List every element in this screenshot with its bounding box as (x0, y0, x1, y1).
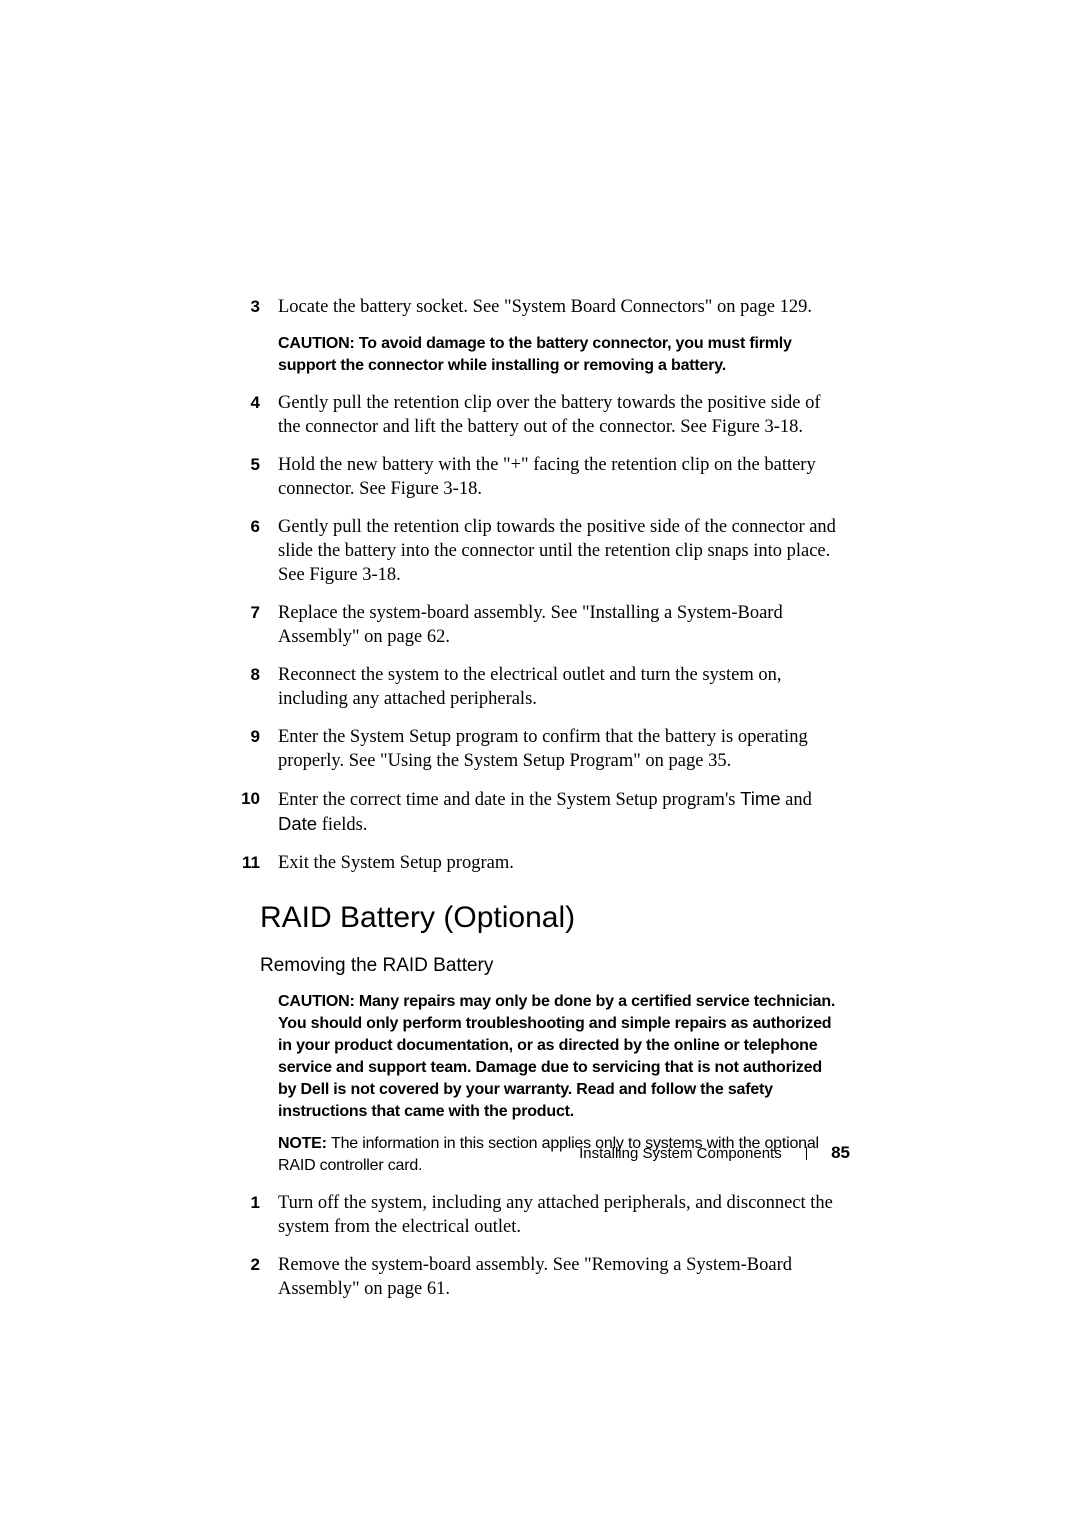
list-item: 4 Gently pull the retention clip over th… (222, 391, 842, 439)
caution-label: CAUTION: (278, 993, 359, 1010)
list-item: 2 Remove the system-board assembly. See … (222, 1253, 842, 1301)
caution-text: CAUTION: Many repairs may only be done b… (278, 991, 842, 1123)
field-name-date: Date (278, 813, 317, 834)
step-text: Remove the system-board assembly. See "R… (278, 1253, 842, 1301)
list-item: 11 Exit the System Setup program. (222, 851, 842, 875)
step-number: 7 (222, 601, 278, 625)
list-item: 10 Enter the correct time and date in th… (222, 787, 842, 837)
heading-1: RAID Battery (Optional) (222, 901, 842, 935)
step-number: 4 (222, 391, 278, 415)
step-number: 10 (222, 787, 278, 811)
step-text: Locate the battery socket. See "System B… (278, 295, 842, 319)
field-name-time: Time (740, 788, 780, 809)
caution-block: CAUTION: To avoid damage to the battery … (222, 333, 842, 377)
footer-title: Installing System Components (579, 1145, 782, 1162)
list-item: 8 Reconnect the system to the electrical… (222, 663, 842, 711)
list-item: 9 Enter the System Setup program to conf… (222, 725, 842, 773)
list-item: 1 Turn off the system, including any att… (222, 1191, 842, 1239)
step-number: 9 (222, 725, 278, 749)
list-item: 7 Replace the system-board assembly. See… (222, 601, 842, 649)
caution-text: CAUTION: To avoid damage to the battery … (278, 333, 842, 377)
list-item: 5 Hold the new battery with the "+" faci… (222, 453, 842, 501)
step-text: Reconnect the system to the electrical o… (278, 663, 842, 711)
heading-2: Removing the RAID Battery (222, 955, 842, 977)
page-footer: Installing System Components 85 (0, 1143, 1080, 1163)
step-text: Gently pull the retention clip towards t… (278, 515, 842, 587)
caution-label: CAUTION: (278, 335, 359, 352)
step-number: 6 (222, 515, 278, 539)
step-number: 1 (222, 1191, 278, 1215)
step-text: Enter the System Setup program to confir… (278, 725, 842, 773)
step-text: Turn off the system, including any attac… (278, 1191, 842, 1239)
page-number: 85 (831, 1143, 850, 1162)
step-text: Enter the correct time and date in the S… (278, 787, 842, 837)
step-text: Replace the system-board assembly. See "… (278, 601, 842, 649)
page: 3 Locate the battery socket. See "System… (0, 0, 1080, 1527)
step-text: Gently pull the retention clip over the … (278, 391, 842, 439)
step-number: 5 (222, 453, 278, 477)
footer-separator (806, 1147, 807, 1160)
step-text: Hold the new battery with the "+" facing… (278, 453, 842, 501)
list-item: 3 Locate the battery socket. See "System… (222, 295, 842, 319)
list-item: 6 Gently pull the retention clip towards… (222, 515, 842, 587)
step-number: 2 (222, 1253, 278, 1277)
step-number: 3 (222, 295, 278, 319)
step-number: 8 (222, 663, 278, 687)
step-text: Exit the System Setup program. (278, 851, 842, 875)
caution-block: CAUTION: Many repairs may only be done b… (222, 991, 842, 1123)
step-number: 11 (222, 851, 278, 875)
